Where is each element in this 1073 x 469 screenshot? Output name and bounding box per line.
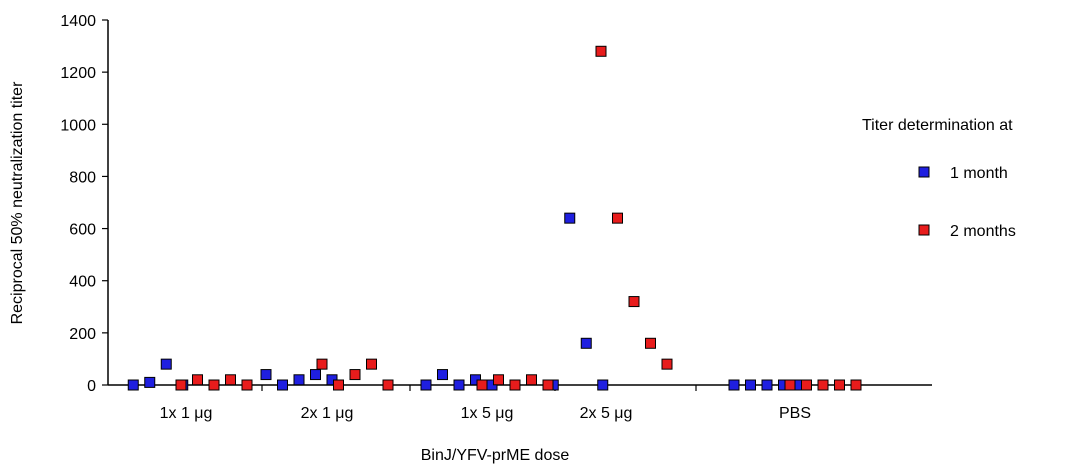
data-point	[382, 379, 394, 391]
data-point	[293, 374, 305, 386]
data-point	[241, 379, 253, 391]
y-tick-label: 1200	[60, 65, 96, 82]
data-point	[316, 358, 328, 370]
data-point	[834, 379, 845, 391]
data-point	[310, 369, 321, 381]
x-tick-label: 1x 5 μg	[461, 405, 514, 422]
y-tick-label: 1000	[60, 117, 96, 134]
y-tick-label: 600	[69, 222, 96, 239]
y-axis-title: Reciprocal 50% neutralization titer	[9, 81, 26, 324]
y-tick-label: 1400	[60, 13, 96, 30]
data-point	[612, 212, 623, 224]
y-axis-ticks: 0 200 400 600 800 1000 1200 1400	[60, 13, 108, 395]
legend-marker	[918, 166, 930, 178]
x-axis-ticks: 1x 1 μg 2x 1 μg 1x 5 μg 2x 5 μg PBS	[160, 385, 811, 422]
x-tick-label: 2x 5 μg	[580, 405, 633, 422]
data-point	[366, 358, 377, 370]
data-point	[493, 374, 504, 386]
data-point	[526, 374, 537, 386]
x-tick-label: 1x 1 μg	[160, 405, 213, 422]
data-point	[784, 379, 796, 391]
data-point	[476, 379, 488, 391]
x-tick-label: PBS	[779, 405, 811, 422]
data-point	[850, 379, 862, 391]
data-point	[260, 369, 272, 381]
data-point	[277, 379, 288, 391]
data-point	[349, 369, 361, 381]
data-point	[564, 212, 576, 224]
legend-title: Titer determination at	[862, 117, 1013, 134]
data-point	[437, 369, 448, 381]
data-point	[160, 358, 172, 370]
legend-label: 1 month	[950, 165, 1008, 182]
legend-label: 2 months	[950, 223, 1016, 240]
data-point	[192, 374, 203, 386]
legend: Titer determination at 1 month 2 months	[862, 117, 1016, 240]
data-point	[542, 379, 554, 391]
data-point	[144, 376, 156, 388]
data-point	[175, 379, 187, 391]
data-point	[761, 379, 773, 391]
y-tick-label: 200	[69, 326, 96, 343]
data-point	[628, 296, 640, 308]
data-point	[801, 379, 812, 391]
y-tick-label: 0	[87, 378, 96, 395]
data-point	[745, 379, 756, 391]
data-point	[728, 379, 740, 391]
data-point	[225, 374, 236, 386]
data-points	[127, 45, 862, 391]
data-point	[645, 337, 656, 349]
legend-marker	[918, 224, 930, 236]
data-point	[580, 337, 592, 349]
axes	[107, 20, 932, 386]
x-axis-title: BinJ/YFV-prME dose	[421, 447, 570, 464]
data-point	[453, 379, 465, 391]
data-point	[420, 379, 432, 391]
data-point	[509, 379, 521, 391]
data-point	[208, 379, 220, 391]
data-point	[595, 45, 607, 57]
data-point	[127, 379, 139, 391]
y-tick-label: 800	[69, 169, 96, 186]
y-tick-label: 400	[69, 274, 96, 291]
data-point	[597, 379, 609, 391]
data-point	[333, 379, 344, 391]
data-point	[661, 358, 673, 370]
data-point	[817, 379, 829, 391]
x-tick-label: 2x 1 μg	[301, 405, 354, 422]
